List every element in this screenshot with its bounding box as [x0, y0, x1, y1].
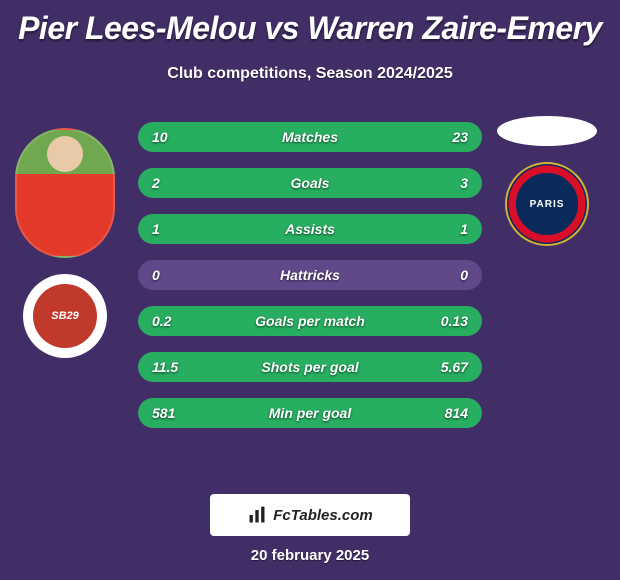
- stat-label: Goals per match: [255, 313, 365, 329]
- page-title: Pier Lees-Melou vs Warren Zaire-Emery: [0, 0, 620, 47]
- stats-list: 10Matches232Goals31Assists10Hattricks00.…: [138, 122, 482, 428]
- date-label: 20 february 2025: [251, 547, 369, 564]
- left-player-column: SB29: [10, 128, 120, 358]
- stat-label: Assists: [285, 221, 335, 237]
- stat-row: 581 Min per goal 814: [138, 398, 482, 428]
- stat-value-right: 3: [460, 175, 468, 191]
- stat-row: 0 Hattricks 0: [138, 260, 482, 290]
- stat-row: 1 Assists 1: [138, 214, 482, 244]
- club-logo-right: PARIS: [505, 162, 589, 246]
- right-player-column: PARIS: [492, 116, 602, 246]
- stat-value-right: 0.13: [441, 313, 468, 329]
- stat-row: 11.5 Shots per goal 5.67: [138, 352, 482, 382]
- club-logo-left: SB29: [23, 274, 107, 358]
- stat-value-right: 1: [460, 221, 468, 237]
- stat-value-left: 581: [152, 405, 175, 421]
- stat-label: Hattricks: [280, 267, 340, 283]
- stat-value-left: 1: [152, 221, 160, 237]
- stat-label: Goals: [291, 175, 330, 191]
- stat-value-left: 0: [152, 267, 160, 283]
- club-code-left: SB29: [51, 310, 79, 322]
- stat-value-left: 11.5: [152, 359, 178, 375]
- stat-row: 2 Goals 3: [138, 168, 482, 198]
- player-photo-left: [15, 128, 115, 258]
- stat-label: Shots per goal: [261, 359, 358, 375]
- source-label: FcTables.com: [273, 507, 372, 524]
- stat-value-left: 2: [152, 175, 160, 191]
- chart-icon: [247, 505, 267, 525]
- club-code-right: PARIS: [530, 199, 565, 210]
- stat-fill-right: [241, 122, 482, 152]
- stat-value-left: 0.2: [152, 313, 171, 329]
- stat-value-right: 814: [445, 405, 468, 421]
- stat-label: Min per goal: [269, 405, 351, 421]
- stat-label: Matches: [282, 129, 338, 145]
- stat-value-left: 10: [152, 129, 168, 145]
- stat-value-right: 0: [460, 267, 468, 283]
- source-badge: FcTables.com: [210, 494, 410, 536]
- stat-value-right: 5.67: [441, 359, 468, 375]
- stat-value-right: 23: [452, 129, 468, 145]
- stat-fill-right: [310, 214, 482, 244]
- stat-row: 0.2 Goals per match 0.13: [138, 306, 482, 336]
- player-photo-right: [497, 116, 597, 146]
- subtitle: Club competitions, Season 2024/2025: [0, 65, 620, 83]
- stat-row: 10 Matches 23: [138, 122, 482, 152]
